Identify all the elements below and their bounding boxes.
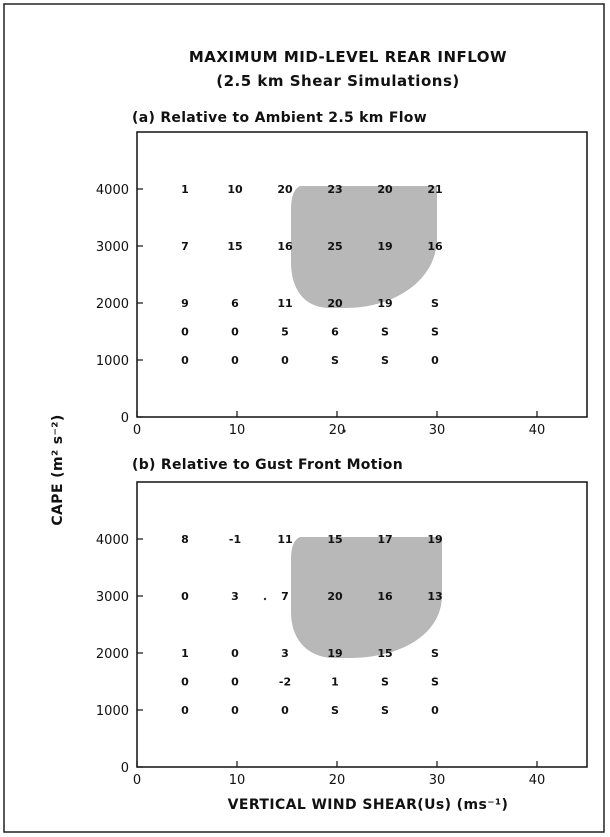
data-value-label: 1 (181, 647, 189, 660)
data-value-label: 11 (277, 297, 292, 310)
data-value-label: 0 (231, 326, 239, 339)
data-value-label: 3 (281, 647, 289, 660)
x-tick-label: 40 (529, 423, 546, 438)
chart-title-line2: (2.5 km Shear Simulations) (216, 72, 459, 90)
data-value-label: 0 (181, 676, 189, 689)
data-value-label: S (331, 354, 339, 367)
scan-speck (263, 597, 267, 601)
x-tick-label: 30 (429, 773, 446, 788)
data-value-label: S (381, 354, 389, 367)
data-value-label: 20 (327, 297, 343, 310)
y-tick-label: 2000 (96, 647, 129, 662)
panel-a-title: (a) Relative to Ambient 2.5 km Flow (132, 110, 427, 126)
data-value-label: 0 (181, 704, 189, 717)
panel-b-frame (136, 481, 588, 768)
data-value-label: 0 (181, 326, 189, 339)
y-tick-label: 0 (121, 761, 129, 776)
data-value-label: 10 (227, 183, 243, 196)
data-value-label: S (331, 704, 339, 717)
data-value-label: 0 (181, 590, 189, 603)
data-value-label: S (431, 647, 439, 660)
data-value-label: 6 (231, 297, 239, 310)
data-value-label: 0 (231, 354, 239, 367)
y-tick-label: 0 (121, 411, 129, 426)
data-value-label: 19 (427, 533, 442, 546)
data-value-label: 16 (427, 240, 443, 253)
data-value-label: 19 (327, 647, 342, 660)
data-value-label: 25 (327, 240, 342, 253)
data-value-label: S (431, 297, 439, 310)
data-value-label: 16 (377, 590, 393, 603)
data-value-label: 0 (231, 704, 239, 717)
panel-a-shading (291, 186, 437, 308)
data-value-label: S (431, 676, 439, 689)
y-axis-label: CAPE (m² s⁻²) (50, 414, 66, 525)
panel-a-frame (136, 131, 588, 418)
x-tick-label: 20 (329, 773, 346, 788)
x-tick-label: 20 (329, 423, 346, 438)
data-value-label: 21 (427, 183, 442, 196)
data-value-label: 1 (181, 183, 189, 196)
data-value-label: S (381, 704, 389, 717)
data-value-label: S (431, 326, 439, 339)
data-value-label: 0 (431, 704, 439, 717)
y-tick-label: 3000 (96, 590, 129, 605)
x-tick-label: 10 (229, 423, 246, 438)
data-value-label: 3 (231, 590, 239, 603)
data-value-label: 19 (377, 240, 392, 253)
data-value-label: 15 (327, 533, 342, 546)
data-value-label: 7 (181, 240, 189, 253)
data-value-label: -2 (279, 676, 291, 689)
data-value-label: 13 (427, 590, 442, 603)
data-value-label: 1 (331, 676, 339, 689)
data-value-label: 0 (281, 704, 289, 717)
x-tick-label: 0 (133, 773, 141, 788)
y-tick-label: 1000 (96, 354, 129, 369)
data-value-label: 6 (331, 326, 339, 339)
data-value-label: 0 (231, 647, 239, 660)
x-axis-label: VERTICAL WIND SHEAR(Us) (ms⁻¹) (228, 797, 509, 813)
data-value-label: 0 (231, 676, 239, 689)
figure-frame (3, 3, 605, 833)
x-tick-label: 40 (529, 773, 546, 788)
x-tick-label: 10 (229, 773, 246, 788)
data-value-label: 11 (277, 533, 292, 546)
y-tick-label: 2000 (96, 297, 129, 312)
data-value-label: -1 (229, 533, 241, 546)
data-value-label: S (381, 326, 389, 339)
data-value-label: 7 (281, 590, 289, 603)
data-value-label: S (381, 676, 389, 689)
data-value-label: 5 (281, 326, 289, 339)
data-value-label: 0 (181, 354, 189, 367)
data-value-label: 23 (327, 183, 342, 196)
data-value-label: 16 (277, 240, 293, 253)
data-value-label: 9 (181, 297, 189, 310)
data-value-label: 19 (377, 297, 392, 310)
data-value-label: 17 (377, 533, 392, 546)
y-tick-label: 4000 (96, 183, 129, 198)
data-value-label: 20 (327, 590, 343, 603)
panel-b-title: (b) Relative to Gust Front Motion (132, 457, 403, 473)
data-value-label: 20 (377, 183, 393, 196)
y-tick-label: 1000 (96, 704, 129, 719)
x-tick-label: 30 (429, 423, 446, 438)
data-value-label: 15 (377, 647, 392, 660)
data-value-label: 20 (277, 183, 293, 196)
data-value-label: 0 (431, 354, 439, 367)
panel-b-cells: 8 -1 11 15 17 190 3 7 20 16 131 0 3 19 15 S0 0 -2 1 S S0 0 0 S S… (181, 533, 442, 717)
x-tick-label: 0 (133, 423, 141, 438)
data-value-label: 0 (281, 354, 289, 367)
data-value-label: 8 (181, 533, 189, 546)
scan-speck (342, 429, 346, 433)
chart-title-line1: MAXIMUM MID-LEVEL REAR INFLOW (189, 48, 507, 66)
panel-a-cells: 1 10 20 23 20 21 7 15 16 25 19 16 9 6 11 20 19 S 0 0 5 6 S S 0 0 0… (181, 183, 443, 367)
y-tick-label: 4000 (96, 533, 129, 548)
data-value-label: 15 (227, 240, 242, 253)
panel-b-shading (291, 537, 442, 658)
y-tick-label: 3000 (96, 240, 129, 255)
